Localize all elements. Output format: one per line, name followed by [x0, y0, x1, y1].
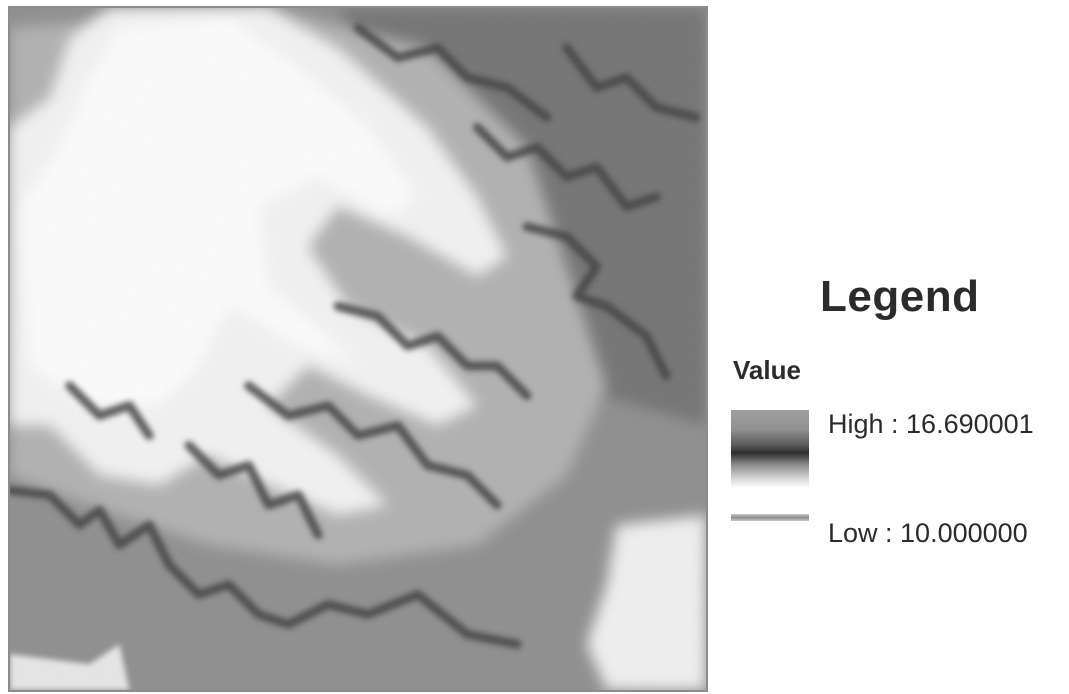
elevation-raster-map: [8, 6, 708, 692]
legend-low-swatch: [731, 514, 809, 521]
legend-title: Legend: [820, 272, 980, 321]
raster-surface: [10, 8, 706, 690]
legend-color-ramp: [731, 410, 809, 488]
legend-low-label: Low : 10.000000: [828, 518, 1028, 548]
legend-high-label: High : 16.690001: [828, 409, 1034, 439]
legend-value-heading: Value: [733, 355, 801, 385]
